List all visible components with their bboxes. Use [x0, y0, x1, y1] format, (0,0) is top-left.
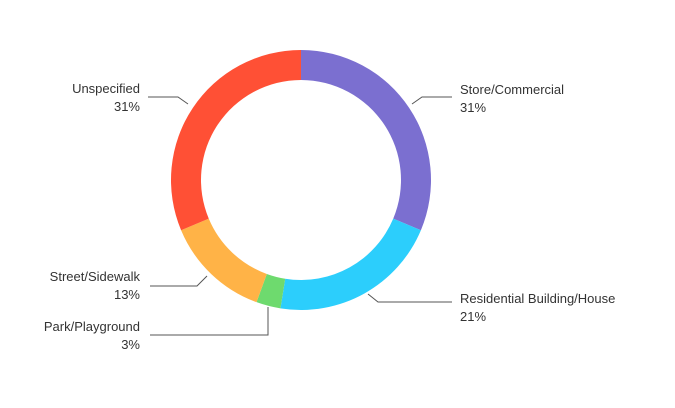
slice-label-residential-building-house: Residential Building/House: [460, 291, 615, 306]
slice-value-store-commercial: 31%: [460, 100, 486, 115]
slice-labels: Store/Commercial 31% Residential Buildin…: [44, 81, 616, 352]
slice-street-sidewalk: [181, 218, 267, 303]
slice-label-unspecified: Unspecified: [72, 81, 140, 96]
slice-value-residential-building-house: 21%: [460, 309, 486, 324]
leader-line-street-sidewalk: [150, 275, 208, 287]
leader-line-park-playground: [150, 307, 269, 336]
leader-line-residential-building-house: [367, 293, 452, 303]
slices-layer: [171, 50, 432, 310]
slice-label-street-sidewalk: Street/Sidewalk: [50, 269, 141, 284]
leader-line-store-commercial: [411, 96, 452, 105]
slice-store-commercial: [301, 50, 432, 231]
slice-label-store-commercial: Store/Commercial: [460, 82, 564, 97]
slice-park-playground: [256, 273, 286, 309]
slice-unspecified: [171, 50, 301, 231]
slice-label-park-playground: Park/Playground: [44, 319, 140, 334]
slice-value-unspecified: 31%: [114, 99, 140, 114]
slice-residential-building-house: [280, 218, 421, 310]
slice-value-park-playground: 3%: [121, 337, 140, 352]
leader-lines: [148, 96, 452, 336]
slice-value-street-sidewalk: 13%: [114, 287, 140, 302]
leader-line-unspecified: [148, 96, 189, 105]
